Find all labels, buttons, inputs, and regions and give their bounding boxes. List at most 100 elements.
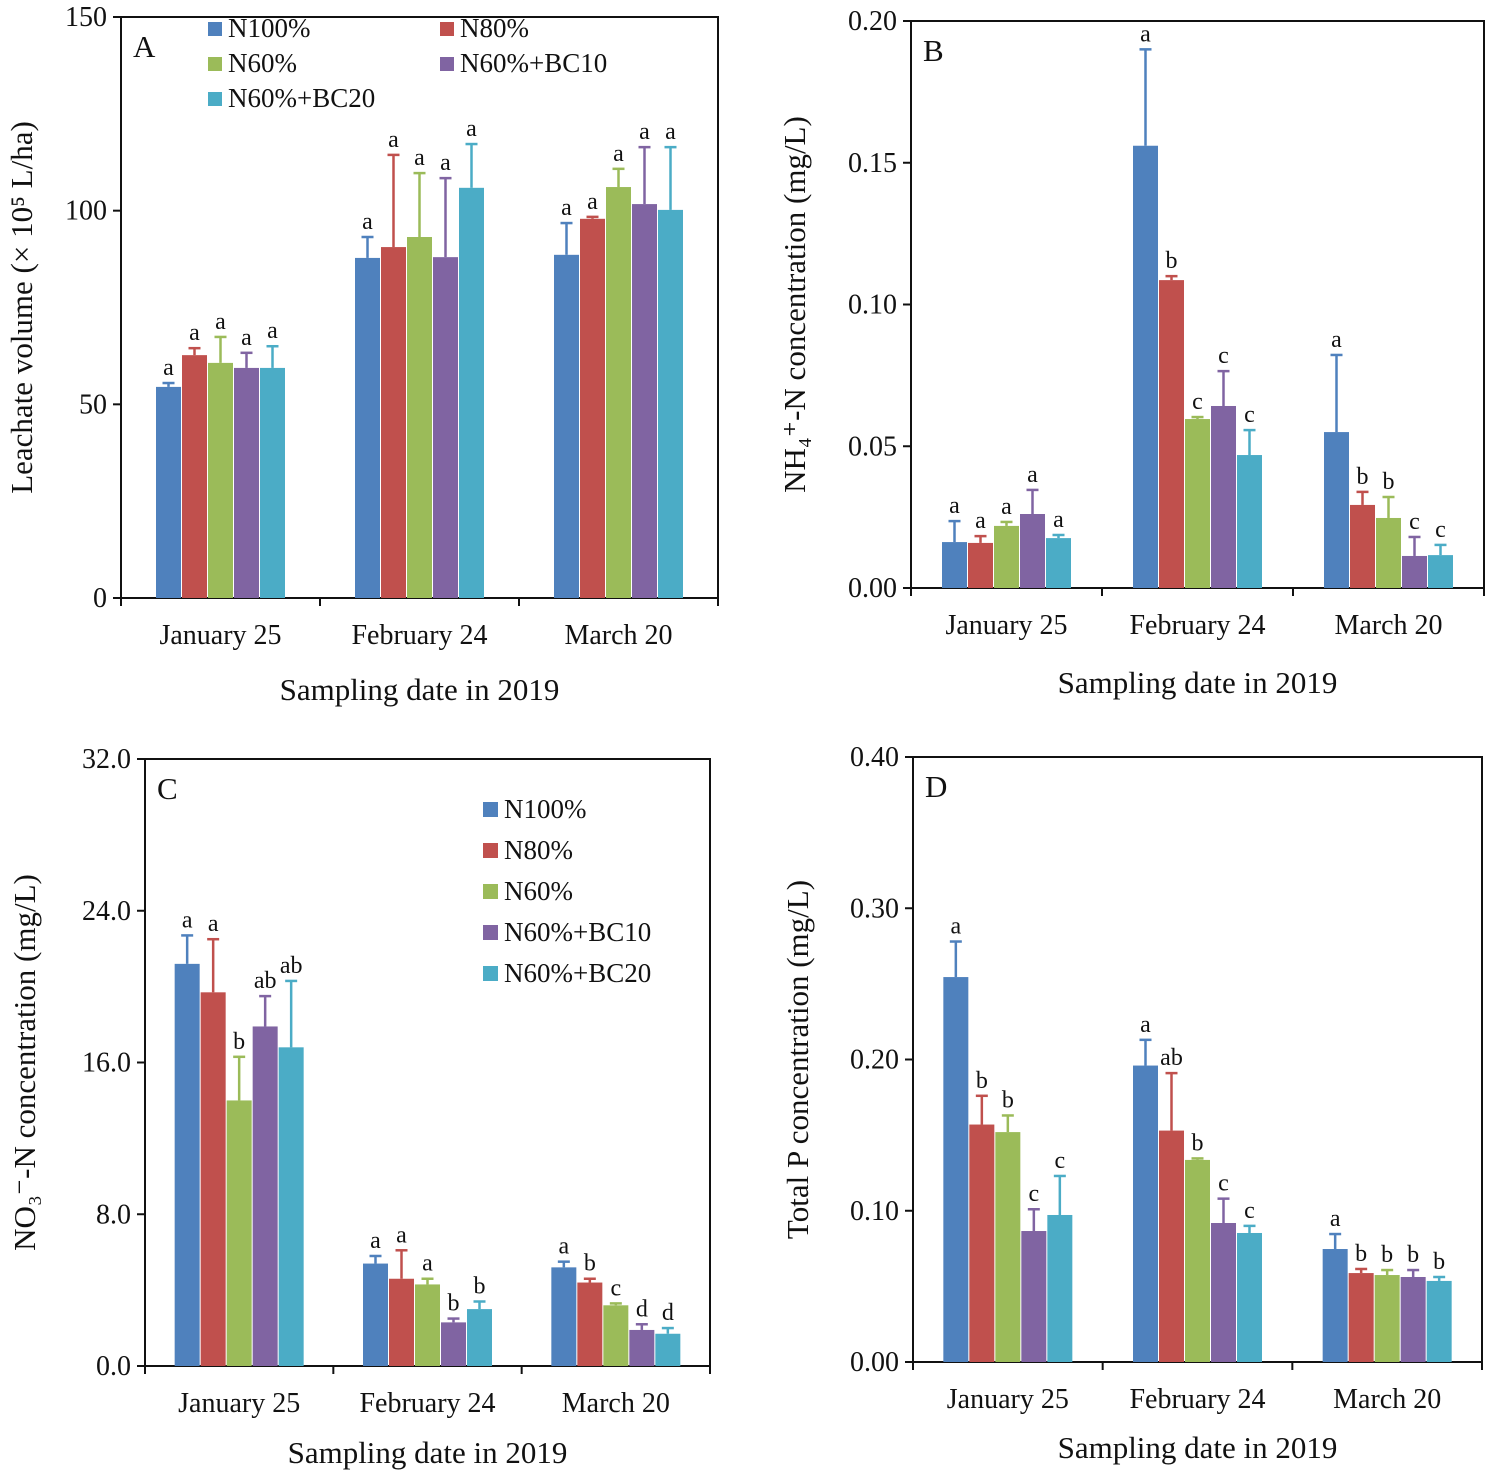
y-tick-label: 0.05 bbox=[848, 431, 897, 462]
y-tick-label: 8.0 bbox=[96, 1199, 131, 1230]
legend-swatch bbox=[483, 884, 498, 899]
legend-swatch bbox=[483, 966, 498, 981]
y-axis-title: NO₃⁻-N concentration (mg/L) bbox=[7, 874, 42, 1251]
significance-letter: d bbox=[662, 1300, 674, 1326]
x-tick-label: March 20 bbox=[562, 1388, 670, 1419]
legend-item: N60%+BC20 bbox=[208, 83, 375, 113]
bar bbox=[1324, 432, 1349, 588]
significance-letter: a bbox=[267, 318, 278, 344]
bar bbox=[629, 1329, 655, 1366]
bar bbox=[1159, 280, 1184, 588]
legend-label: N60%+BC10 bbox=[504, 917, 651, 947]
bar bbox=[389, 1278, 414, 1366]
y-tick-label: 100 bbox=[65, 196, 107, 227]
y-tick-label: 0.20 bbox=[848, 6, 897, 37]
significance-letter: a bbox=[388, 127, 399, 153]
bar bbox=[467, 1309, 492, 1366]
significance-letter: b bbox=[1407, 1242, 1419, 1268]
bar bbox=[1376, 517, 1401, 588]
legend-item: N80% bbox=[440, 13, 529, 43]
significance-letter: a bbox=[1140, 21, 1151, 47]
y-tick-label: 0.40 bbox=[850, 742, 899, 773]
legend-item: N80% bbox=[483, 835, 573, 865]
panel-label: D bbox=[925, 769, 947, 804]
bar bbox=[994, 525, 1019, 588]
significance-letter: b bbox=[1002, 1087, 1014, 1113]
y-tick-label: 0.15 bbox=[848, 148, 897, 179]
legend-label: N100% bbox=[504, 794, 587, 824]
bar bbox=[415, 1284, 440, 1366]
x-axis-title: Sampling date in 2019 bbox=[280, 672, 560, 707]
significance-letter: b bbox=[1166, 248, 1178, 274]
significance-letter: b bbox=[233, 1029, 245, 1055]
legend-label: N60% bbox=[228, 48, 297, 78]
y-tick-label: 0.10 bbox=[850, 1196, 899, 1227]
bar bbox=[407, 237, 432, 598]
legend-label: N100% bbox=[228, 13, 311, 43]
bar bbox=[226, 1100, 252, 1366]
significance-letter: a bbox=[414, 145, 425, 171]
bar bbox=[942, 542, 967, 588]
bar bbox=[554, 254, 579, 598]
y-tick-label: 150 bbox=[65, 2, 107, 33]
significance-letter: a bbox=[1001, 494, 1012, 520]
legend-swatch bbox=[208, 22, 222, 36]
significance-letter: c bbox=[1244, 402, 1255, 428]
significance-letter: c bbox=[1218, 1171, 1229, 1197]
significance-letter: a bbox=[949, 493, 960, 519]
significance-letter: a bbox=[639, 119, 650, 145]
significance-letter: a bbox=[1053, 507, 1064, 533]
x-tick-label: January 25 bbox=[159, 620, 281, 651]
legend-item: N60%+BC10 bbox=[483, 917, 651, 947]
bar bbox=[968, 542, 993, 588]
bar bbox=[551, 1267, 577, 1366]
significance-letter: c bbox=[1218, 343, 1229, 369]
bar bbox=[433, 257, 458, 598]
x-tick-label: March 20 bbox=[1333, 1384, 1441, 1415]
significance-letter: b bbox=[448, 1291, 460, 1317]
significance-letter: a bbox=[362, 209, 373, 235]
bar bbox=[1020, 514, 1045, 588]
significance-letter: b bbox=[976, 1068, 988, 1094]
significance-letter: b bbox=[1433, 1249, 1445, 1275]
legend-swatch bbox=[483, 802, 498, 817]
panel-d: 0.00 0.10 0.20 0.30 0.40 January 25 February 2… bbox=[780, 742, 1483, 1465]
bar bbox=[1428, 555, 1453, 588]
bar bbox=[995, 1132, 1021, 1362]
significance-letter: a bbox=[1027, 462, 1038, 488]
bar bbox=[200, 992, 226, 1366]
bar bbox=[655, 1333, 681, 1366]
bar bbox=[182, 355, 207, 598]
legend-swatch bbox=[208, 92, 222, 106]
significance-letter: a bbox=[422, 1251, 433, 1277]
bar bbox=[603, 1305, 629, 1366]
legend-label: N80% bbox=[460, 13, 529, 43]
bar bbox=[943, 977, 969, 1362]
panel-label: A bbox=[133, 29, 156, 64]
bar bbox=[1185, 419, 1210, 588]
legend-item: N60%+BC10 bbox=[440, 48, 607, 78]
x-axis-title: Sampling date in 2019 bbox=[288, 1435, 568, 1470]
significance-letter: a bbox=[241, 325, 252, 351]
x-tick-label: February 24 bbox=[1129, 1384, 1265, 1415]
panel-c: 0.0 8.0 16.0 24.0 32.0 January 25 February 24 M… bbox=[7, 744, 711, 1470]
bar bbox=[658, 209, 683, 598]
significance-letter: a bbox=[208, 911, 219, 937]
bar bbox=[363, 1263, 388, 1366]
y-tick-label: 0.00 bbox=[848, 573, 897, 604]
legend-item: N100% bbox=[483, 794, 587, 824]
significance-letter: b bbox=[1383, 469, 1395, 495]
legend-label: N60%+BC10 bbox=[460, 48, 607, 78]
bar bbox=[1237, 455, 1262, 588]
significance-letter: c bbox=[1409, 509, 1420, 535]
bar bbox=[580, 218, 605, 598]
significance-letter: a bbox=[1330, 1206, 1341, 1232]
bar bbox=[381, 247, 406, 599]
bar bbox=[1402, 555, 1427, 588]
y-tick-label: 32.0 bbox=[82, 744, 131, 775]
x-tick-label: March 20 bbox=[1334, 610, 1442, 641]
significance-letter: c bbox=[1192, 389, 1203, 415]
significance-letter: a bbox=[215, 309, 226, 335]
x-tick-label: February 24 bbox=[359, 1388, 495, 1419]
